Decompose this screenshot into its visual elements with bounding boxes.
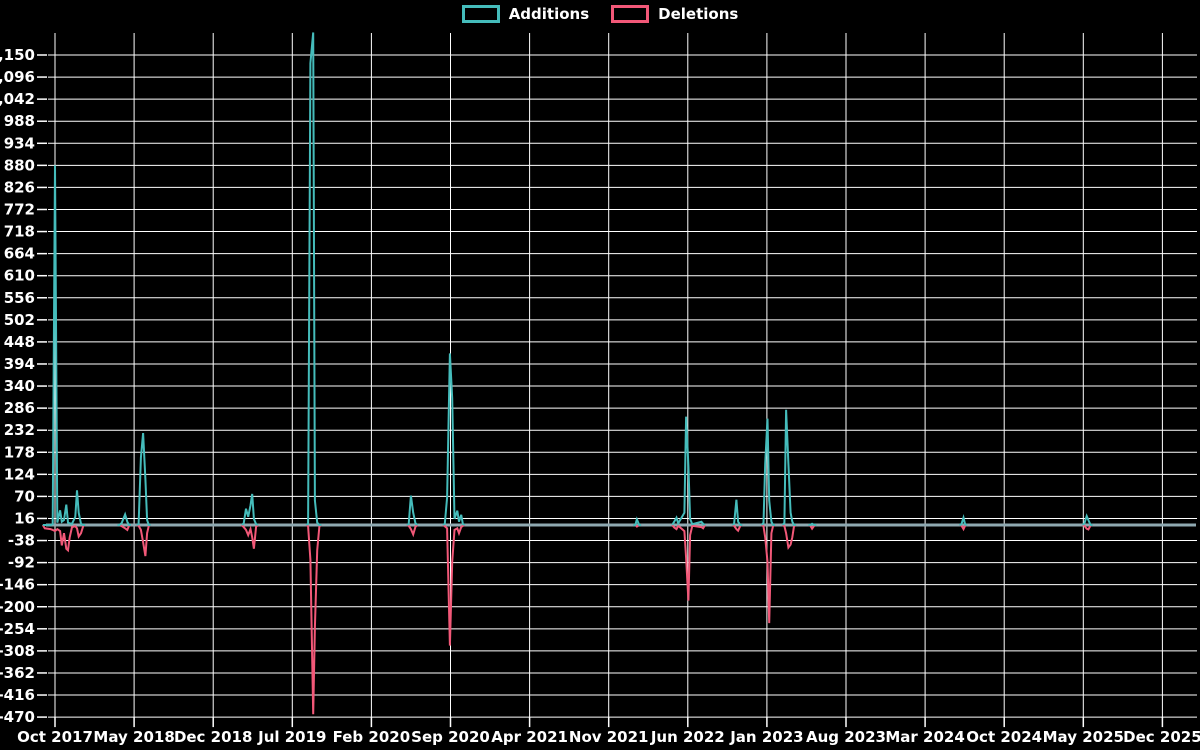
- svg-text:Oct 2024: Oct 2024: [966, 728, 1042, 746]
- svg-text:May 2025: May 2025: [1043, 728, 1124, 746]
- svg-text:124: 124: [4, 465, 35, 483]
- svg-text:-416: -416: [0, 686, 35, 704]
- svg-text:502: 502: [4, 311, 35, 329]
- svg-text:1,150: 1,150: [0, 46, 35, 64]
- svg-text:16: 16: [14, 509, 35, 527]
- svg-text:Feb 2020: Feb 2020: [333, 728, 411, 746]
- svg-text:-38: -38: [8, 532, 35, 550]
- svg-text:-362: -362: [0, 664, 35, 682]
- deletions-swatch-icon: [611, 5, 650, 23]
- svg-text:Oct 2017: Oct 2017: [17, 728, 93, 746]
- svg-text:Apr 2021: Apr 2021: [491, 728, 568, 746]
- legend-label-deletions: Deletions: [658, 4, 739, 23]
- svg-text:Mar 2024: Mar 2024: [885, 728, 964, 746]
- svg-text:718: 718: [4, 223, 35, 241]
- svg-text:232: 232: [4, 421, 35, 439]
- svg-text:Jun 2022: Jun 2022: [650, 728, 725, 746]
- svg-text:Jul 2019: Jul 2019: [257, 728, 326, 746]
- svg-text:-470: -470: [0, 708, 35, 726]
- svg-text:988: 988: [4, 112, 35, 130]
- svg-text:Dec 2025: Dec 2025: [1123, 728, 1200, 746]
- svg-text:-308: -308: [0, 642, 35, 660]
- svg-text:-92: -92: [8, 554, 35, 572]
- legend-item-additions[interactable]: Additions: [461, 4, 590, 23]
- svg-text:-200: -200: [0, 598, 35, 616]
- legend-item-deletions[interactable]: Deletions: [611, 5, 738, 23]
- svg-text:286: 286: [4, 399, 35, 417]
- svg-text:-254: -254: [0, 620, 35, 638]
- svg-text:Dec 2018: Dec 2018: [174, 728, 253, 746]
- svg-text:Aug 2023: Aug 2023: [806, 728, 886, 746]
- svg-text:826: 826: [4, 178, 35, 196]
- svg-text:448: 448: [4, 333, 35, 351]
- legend: Additions Deletions: [0, 5, 1200, 23]
- svg-text:Jan 2023: Jan 2023: [729, 728, 803, 746]
- svg-text:556: 556: [4, 289, 35, 307]
- svg-text:Nov 2021: Nov 2021: [569, 728, 649, 746]
- svg-text:70: 70: [14, 487, 35, 505]
- svg-text:772: 772: [4, 200, 35, 218]
- svg-text:340: 340: [4, 377, 35, 395]
- svg-text:-146: -146: [0, 576, 35, 594]
- svg-text:May 2018: May 2018: [93, 728, 174, 746]
- svg-text:178: 178: [4, 443, 35, 461]
- svg-text:1,042: 1,042: [0, 90, 35, 108]
- svg-text:934: 934: [4, 134, 35, 152]
- svg-text:610: 610: [4, 267, 35, 285]
- legend-label-additions: Additions: [508, 4, 590, 23]
- svg-text:880: 880: [4, 156, 35, 174]
- svg-text:394: 394: [4, 355, 35, 373]
- svg-text:1,096: 1,096: [0, 68, 35, 86]
- additions-swatch-icon: [461, 5, 500, 23]
- svg-text:Sep 2020: Sep 2020: [411, 728, 490, 746]
- svg-text:664: 664: [4, 245, 35, 263]
